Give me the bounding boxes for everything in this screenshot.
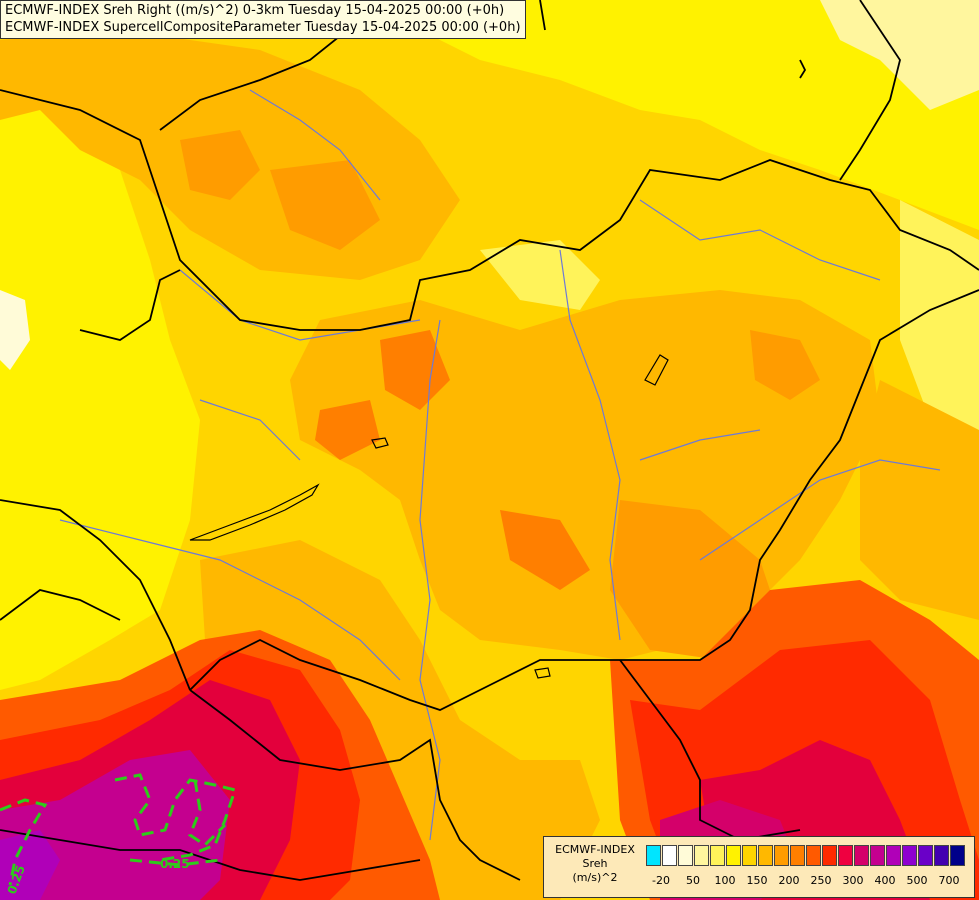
color-legend: ECMWF-INDEX Sreh (m/s)^2 -20 50 100 150 200 2… [543,836,975,898]
legend-tick-label: -20 [652,874,670,887]
legend-swatches [646,845,966,866]
legend-swatch [646,845,661,866]
legend-swatch [918,845,933,866]
field-darkorange-e [750,330,820,400]
legend-swatch [950,845,965,866]
field-yellow-northeast [820,0,979,110]
field-purple-sw [0,830,60,900]
legend-tick-label: 200 [778,874,800,887]
field-darkorange-nw [180,130,260,200]
map-title-line-2: ECMWF-INDEX SupercellCompositeParameter … [5,20,521,35]
legend-swatch [838,845,853,866]
lake-small-3 [534,667,551,679]
legend-tick-label: 700 [938,874,960,887]
legend-swatch [870,845,885,866]
legend-title-param: Sreh [582,857,608,870]
field-yellow-center [480,240,600,310]
field-yellow-north [420,0,979,230]
legend-swatch [662,845,677,866]
legend-swatch [726,845,741,866]
legend-swatch [806,845,821,866]
contour-label-center: 0.25 [160,857,190,871]
legend-swatch [694,845,709,866]
legend-tick-label: 150 [746,874,768,887]
field-darkorange-se [610,500,780,660]
legend-swatch [790,845,805,866]
lake-small-1 [371,437,389,449]
lake-small-2 [644,354,669,386]
scp-contours [0,773,237,886]
field-orange-east [860,380,979,620]
field-darkorange-mid [500,510,590,590]
lake-balaton [189,483,320,541]
legend-tick-label: 400 [874,874,896,887]
legend-title-source: ECMWF-INDEX [555,843,635,856]
legend-title: ECMWF-INDEX Sreh (m/s)^2 [548,843,642,885]
map-title-line-1: ECMWF-INDEX Sreh Right ((m/s)^2) 0-3km T… [5,3,505,18]
map-title-box: ECMWF-INDEX Sreh Right ((m/s)^2) 0-3km T… [0,0,526,39]
legend-swatch [886,845,901,866]
lake-outlines [189,354,669,679]
legend-tick-label: 300 [842,874,864,887]
legend-swatch [774,845,789,866]
legend-swatch [822,845,837,866]
field-yellow-west-pale [0,290,30,370]
legend-title-unit: (m/s)^2 [572,871,618,884]
legend-swatch [902,845,917,866]
field-darkorange-north [270,160,380,250]
legend-swatch [854,845,869,866]
field-yellow-east [900,200,979,450]
field-yellow-west [0,90,200,690]
legend-swatch [758,845,773,866]
legend-ticks: -20 50 100 150 200 250 300 400 500 700 [646,874,976,890]
legend-tick-label: 250 [810,874,832,887]
legend-swatch [934,845,949,866]
field-darkorange-center [380,330,450,410]
legend-swatch [742,845,757,866]
field-darkorange-west [315,400,380,460]
legend-swatch [678,845,693,866]
legend-swatch [710,845,725,866]
legend-tick-label: 50 [686,874,700,887]
legend-tick-label: 500 [906,874,928,887]
legend-tick-label: 100 [714,874,736,887]
